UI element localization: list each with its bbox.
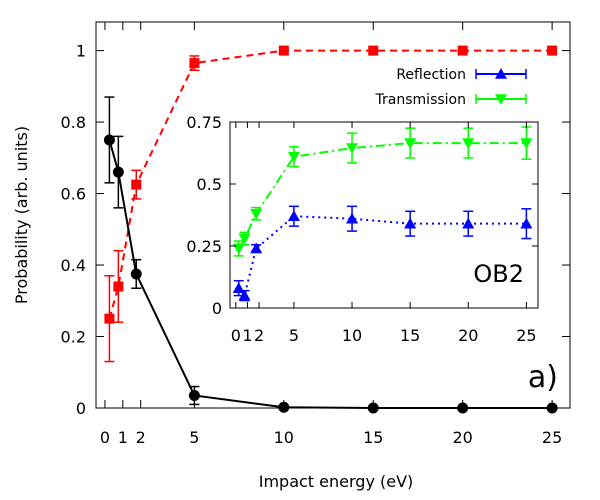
y-tick-label: 0.75: [186, 113, 222, 132]
legend: Reflection Transmission: [375, 67, 527, 108]
main-point-main-black: [130, 268, 142, 280]
main-point-main-red: [131, 179, 142, 190]
main-line-main-red: [108, 49, 553, 319]
inset-series-Reflection: [232, 205, 533, 302]
inset-series-group: [232, 126, 533, 302]
inset-point-Reflection: [404, 217, 417, 229]
legend-marker-Transmission: [495, 94, 507, 105]
main-point-main-red: [457, 45, 468, 56]
inset-point-Reflection: [232, 282, 245, 293]
main-point-main-black: [112, 166, 124, 178]
legend-label-transmission: Transmission: [375, 92, 466, 108]
y-tick-label: 0.5: [197, 175, 222, 194]
main-point-main-red: [113, 281, 124, 292]
x-tick-label: 2: [254, 326, 264, 345]
x-tick-label: 1: [118, 428, 128, 447]
inset-line-Transmission: [237, 142, 527, 249]
inset-point-Reflection: [462, 217, 475, 229]
main-point-main-black: [188, 389, 200, 401]
main-point-main-black: [367, 402, 379, 414]
main-point-main-red: [104, 313, 115, 324]
inset-series-Transmission: [232, 126, 533, 257]
inset-point-Transmission: [287, 151, 300, 163]
x-tick-label: 10: [274, 428, 294, 447]
x-tick-label: 2: [136, 428, 146, 447]
y-tick-label: 0.6: [61, 185, 86, 204]
legend-label-reflection: Reflection: [396, 67, 466, 83]
x-tick-label: 0: [231, 326, 241, 345]
legend-marker-Reflection: [495, 68, 507, 79]
y-tick-label: 0.8: [61, 113, 86, 132]
main-series-main-black: [103, 96, 558, 414]
x-tick-label: 10: [342, 326, 362, 345]
x-tick-label: 15: [363, 428, 383, 447]
y-tick-label: 0: [212, 299, 222, 318]
y-tick-label: 0.2: [61, 328, 86, 347]
inset-label: OB2: [473, 260, 524, 288]
x-tick-label: 25: [516, 326, 536, 345]
inset-point-Reflection: [287, 210, 300, 222]
inset-point-Transmission: [520, 138, 533, 150]
main-point-main-black: [278, 401, 290, 413]
inset-point-Transmission: [250, 208, 263, 220]
main-line-main-black: [108, 139, 553, 409]
y-tick-label: 0: [76, 399, 86, 418]
y-axis-label: Probability (arb. units): [12, 126, 31, 304]
y-tick-label: 1: [76, 42, 86, 61]
main-point-main-black: [546, 402, 558, 414]
inset-frame: [229, 121, 539, 309]
inset-background: [230, 122, 538, 308]
x-tick-label: 5: [189, 428, 199, 447]
inset-point-Reflection: [346, 212, 359, 224]
main-point-main-black: [103, 134, 115, 146]
y-tick-label: 0.25: [186, 237, 222, 256]
x-axis-label: Impact energy (eV): [259, 472, 414, 491]
main-point-main-red: [368, 45, 379, 56]
inset-point-Transmission: [238, 233, 251, 245]
x-tick-label: 15: [400, 326, 420, 345]
legend-samples: [475, 68, 527, 105]
x-tick-label: 20: [452, 428, 472, 447]
x-tick-label: 25: [542, 428, 562, 447]
main-point-main-red: [278, 45, 289, 56]
main-point-main-red: [547, 45, 558, 56]
inset-point-Transmission: [404, 138, 417, 150]
x-tick-label: 5: [289, 326, 299, 345]
inset-point-Transmission: [346, 143, 359, 155]
main-point-main-red: [189, 58, 200, 69]
inset-point-Transmission: [462, 138, 475, 150]
main-point-main-black: [457, 402, 469, 414]
x-tick-label: 1: [242, 326, 252, 345]
x-tick-label: 20: [458, 326, 478, 345]
y-tick-label: 0.4: [61, 256, 86, 275]
panel-label: a): [528, 360, 558, 395]
inset-point-Reflection: [520, 217, 533, 229]
main-series-group: [103, 45, 558, 414]
inset-point-Reflection: [238, 289, 251, 301]
main-series-main-red: [104, 45, 558, 363]
x-tick-label: 0: [100, 428, 110, 447]
inset-point-Reflection: [250, 242, 263, 254]
